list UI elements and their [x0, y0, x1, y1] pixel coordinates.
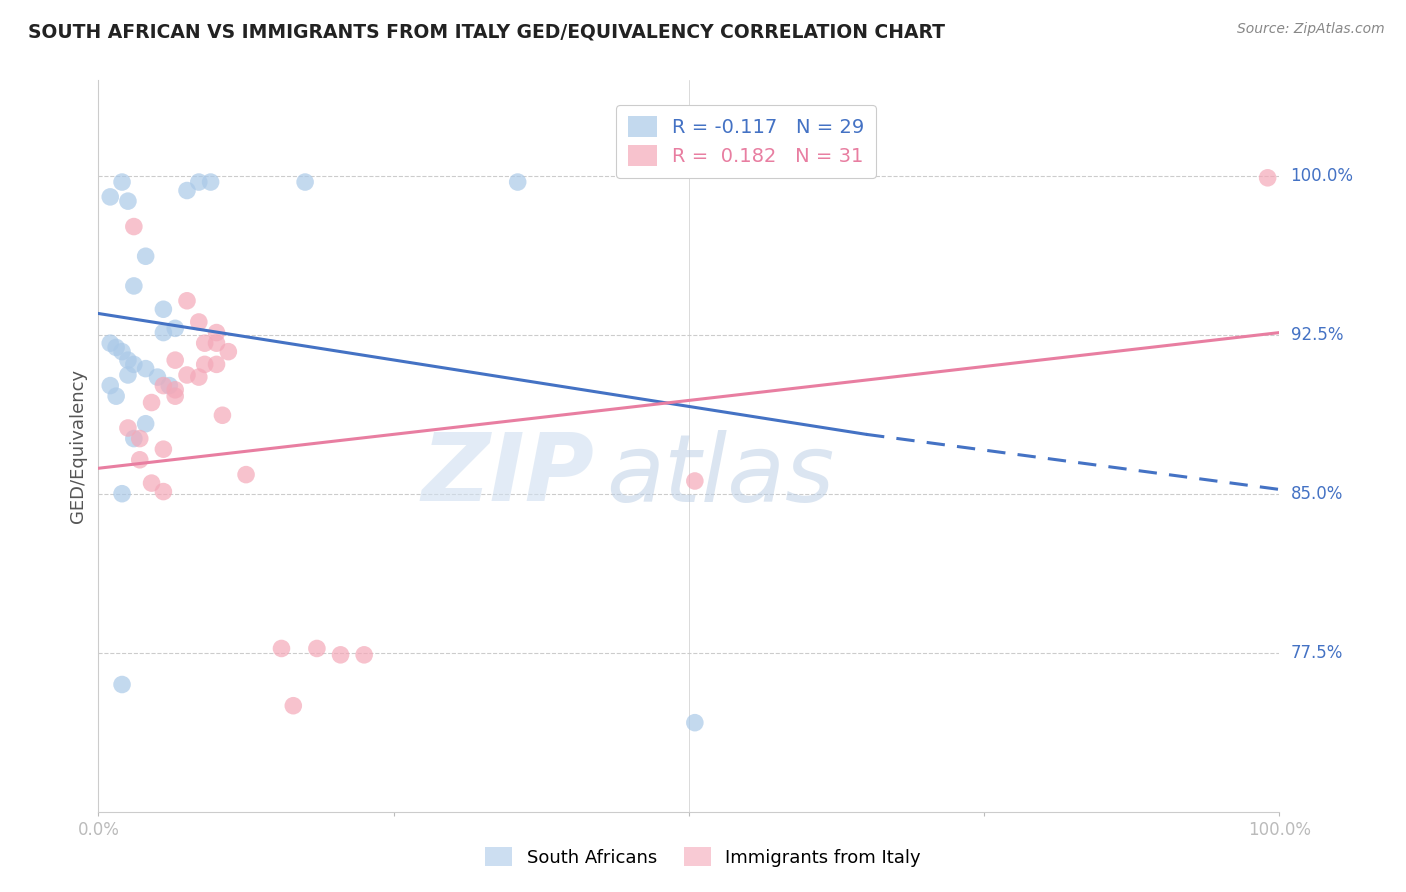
Point	[128, 432, 150, 446]
Point	[176, 368, 198, 382]
Point	[122, 432, 145, 446]
Point	[111, 486, 134, 500]
Point	[165, 353, 187, 368]
Point	[111, 175, 134, 189]
Text: 92.5%: 92.5%	[1291, 326, 1343, 343]
Point	[122, 279, 145, 293]
Point	[194, 336, 217, 351]
Point	[165, 321, 187, 335]
Text: 100.0%: 100.0%	[1291, 167, 1354, 185]
Point	[305, 641, 328, 656]
Point	[128, 452, 150, 467]
Point	[294, 175, 316, 189]
Point	[117, 368, 139, 382]
Text: SOUTH AFRICAN VS IMMIGRANTS FROM ITALY GED/EQUIVALENCY CORRELATION CHART: SOUTH AFRICAN VS IMMIGRANTS FROM ITALY G…	[28, 22, 945, 41]
Y-axis label: GED/Equivalency: GED/Equivalency	[69, 369, 87, 523]
Point	[98, 378, 121, 392]
Point	[141, 476, 163, 491]
Point	[152, 326, 174, 340]
Point	[353, 648, 375, 662]
Point	[329, 648, 352, 662]
Point	[111, 677, 134, 691]
Point	[152, 378, 174, 392]
Point	[165, 389, 187, 403]
Point	[117, 353, 139, 368]
Point	[152, 302, 174, 317]
Text: 85.0%: 85.0%	[1291, 484, 1343, 503]
Point	[98, 190, 121, 204]
Point	[205, 326, 228, 340]
Text: Source: ZipAtlas.com: Source: ZipAtlas.com	[1237, 22, 1385, 37]
Point	[683, 715, 706, 730]
Point	[194, 357, 217, 371]
Point	[205, 357, 228, 371]
Point	[111, 344, 134, 359]
Text: atlas: atlas	[606, 430, 835, 521]
Point	[217, 344, 239, 359]
Point	[98, 336, 121, 351]
Point	[157, 378, 180, 392]
Point	[1257, 170, 1279, 185]
Point	[152, 442, 174, 457]
Point	[176, 184, 198, 198]
Point	[176, 293, 198, 308]
Point	[146, 370, 169, 384]
Point	[270, 641, 292, 656]
Point	[135, 249, 157, 263]
Point	[187, 315, 209, 329]
Point	[122, 219, 145, 234]
Point	[117, 421, 139, 435]
Text: ZIP: ZIP	[422, 429, 595, 521]
Point	[122, 357, 145, 371]
Point	[165, 383, 187, 397]
Point	[506, 175, 529, 189]
Point	[152, 484, 174, 499]
Point	[187, 175, 209, 189]
Point	[105, 340, 128, 354]
Point	[200, 175, 222, 189]
Legend: R = -0.117   N = 29, R =  0.182   N = 31: R = -0.117 N = 29, R = 0.182 N = 31	[616, 104, 876, 178]
Point	[205, 336, 228, 351]
Point	[683, 474, 706, 488]
Point	[117, 194, 139, 208]
Text: 77.5%: 77.5%	[1291, 644, 1343, 662]
Point	[283, 698, 305, 713]
Point	[105, 389, 128, 403]
Point	[141, 395, 163, 409]
Point	[235, 467, 257, 482]
Point	[187, 370, 209, 384]
Point	[135, 417, 157, 431]
Legend: South Africans, Immigrants from Italy: South Africans, Immigrants from Italy	[478, 840, 928, 874]
Point	[211, 409, 233, 423]
Point	[135, 361, 157, 376]
